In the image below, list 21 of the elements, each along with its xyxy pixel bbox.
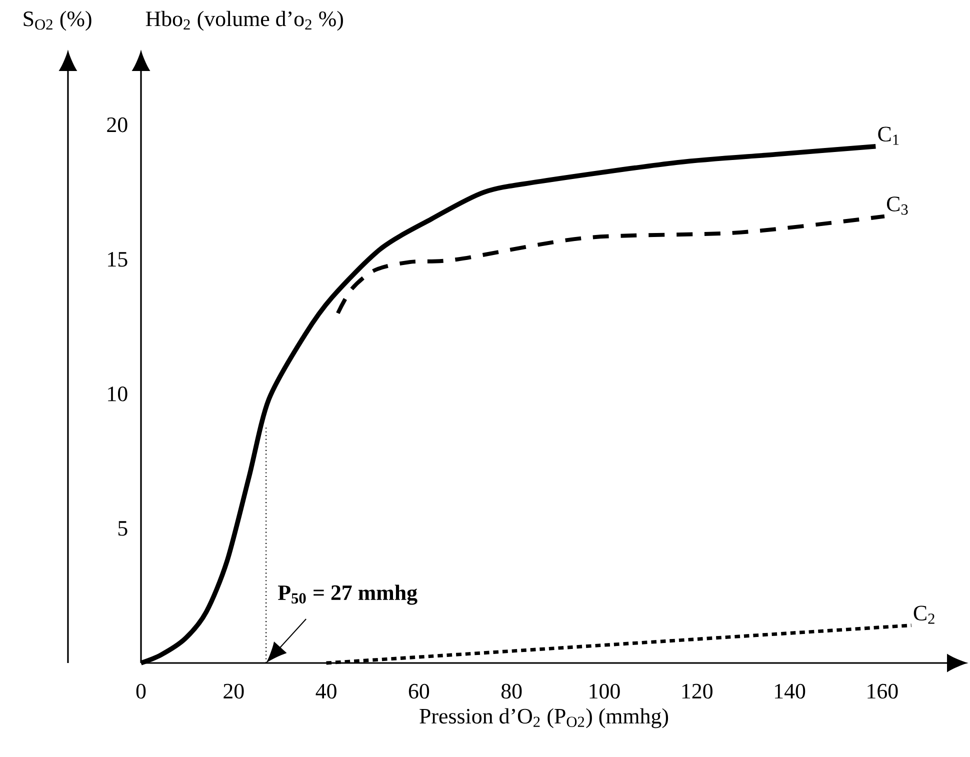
x-tick-label: 20 xyxy=(224,684,244,699)
x-tick-label: 80 xyxy=(501,684,522,699)
x-tick-label: 120 xyxy=(682,684,712,699)
x-tick-label: 60 xyxy=(408,684,430,699)
x-tick-label: 0 xyxy=(136,684,146,699)
annotation: P$_{50}$ = 27 mmhg xyxy=(278,584,418,605)
y-tick-label: 5 xyxy=(118,521,128,536)
y-tick-label: 15 xyxy=(108,252,128,267)
x-tick-label: 40 xyxy=(316,684,336,699)
y-tick-label: 20 xyxy=(107,117,128,132)
series-label: C$_{3}$ xyxy=(886,196,908,215)
line-series xyxy=(336,214,886,316)
x-tick-label: 140 xyxy=(774,684,806,699)
y-axis-title: Hbo$_{2}$ (volume d’o$_{2}$ %) xyxy=(146,10,343,31)
series-label: C$_{1}$ xyxy=(878,126,899,145)
y2-axis-title: S$_{O2}$ (%) xyxy=(24,10,92,31)
series-label: C$_{2}$ xyxy=(914,606,934,624)
x-axis-title: Pression d’O$_{2}$ (P$_{O2}$) (mmhg) xyxy=(420,708,668,728)
x-tick-label: 100 xyxy=(590,684,620,699)
x-tick-label: 160 xyxy=(868,684,898,699)
y-tick-label: 10 xyxy=(108,386,128,402)
